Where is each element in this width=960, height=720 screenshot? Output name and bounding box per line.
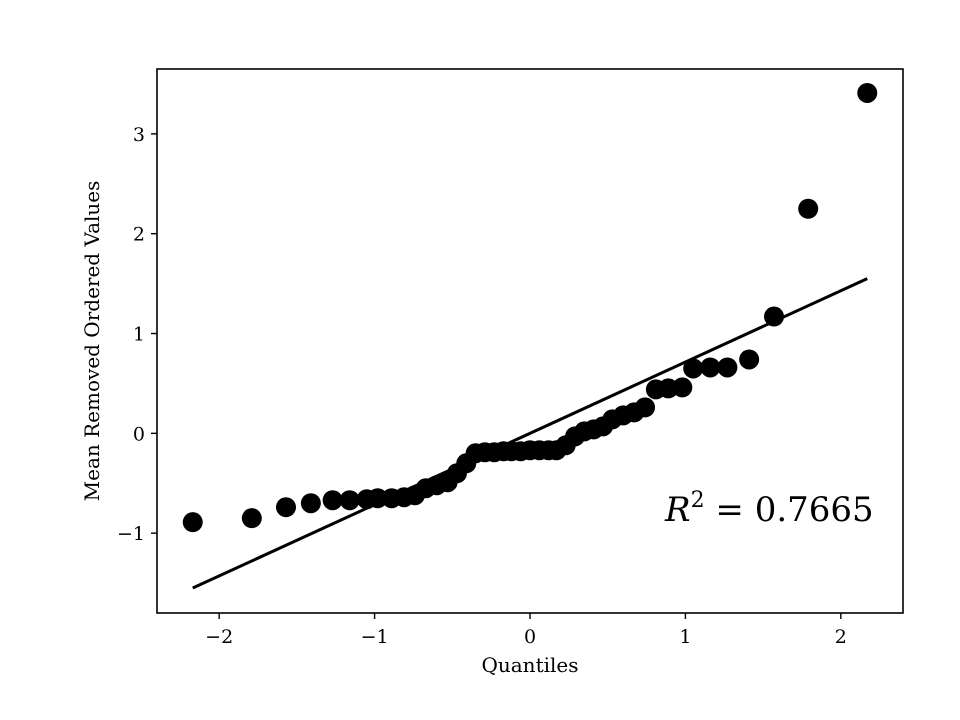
data-point [275,497,296,518]
x-tick-label: −1 [361,626,389,648]
data-point [798,198,819,219]
y-tick-label: 1 [133,324,145,346]
x-tick-label: 1 [679,626,691,648]
fit-line [192,277,868,590]
data-point [700,357,721,378]
x-axis-title: Quantiles [481,653,578,677]
data-point [322,490,343,511]
data-point [300,493,321,514]
x-tick-label: 0 [524,626,536,648]
r-squared-annotation: R2 = 0.7665 [664,488,874,530]
y-tick-label: 3 [133,124,145,146]
x-tick-label: 2 [835,626,847,648]
y-tick-label: −1 [117,523,145,545]
data-point [635,397,656,418]
data-point [764,306,785,327]
x-axis: −2 −1 0 1 2 [205,613,847,648]
data-point [672,377,693,398]
data-point [339,490,360,511]
data-point [739,349,760,370]
y-tick-label: 2 [133,224,145,246]
data-point [857,82,878,103]
r-squared-exponent: 2 [691,488,705,513]
data-point [241,508,262,529]
data-point [717,357,738,378]
y-axis: −1 0 1 2 3 [117,124,157,545]
plot-content [182,82,878,590]
r-squared-variable: R [664,490,691,530]
y-axis-title: Mean Removed Ordered Values [80,181,104,502]
data-point [182,512,203,533]
data-point [367,488,388,509]
plot-frame [156,68,904,614]
y-tick-label: 0 [133,423,145,445]
x-tick-label: −2 [205,626,233,648]
data-point [683,358,704,379]
r-squared-value: = 0.7665 [705,490,874,530]
